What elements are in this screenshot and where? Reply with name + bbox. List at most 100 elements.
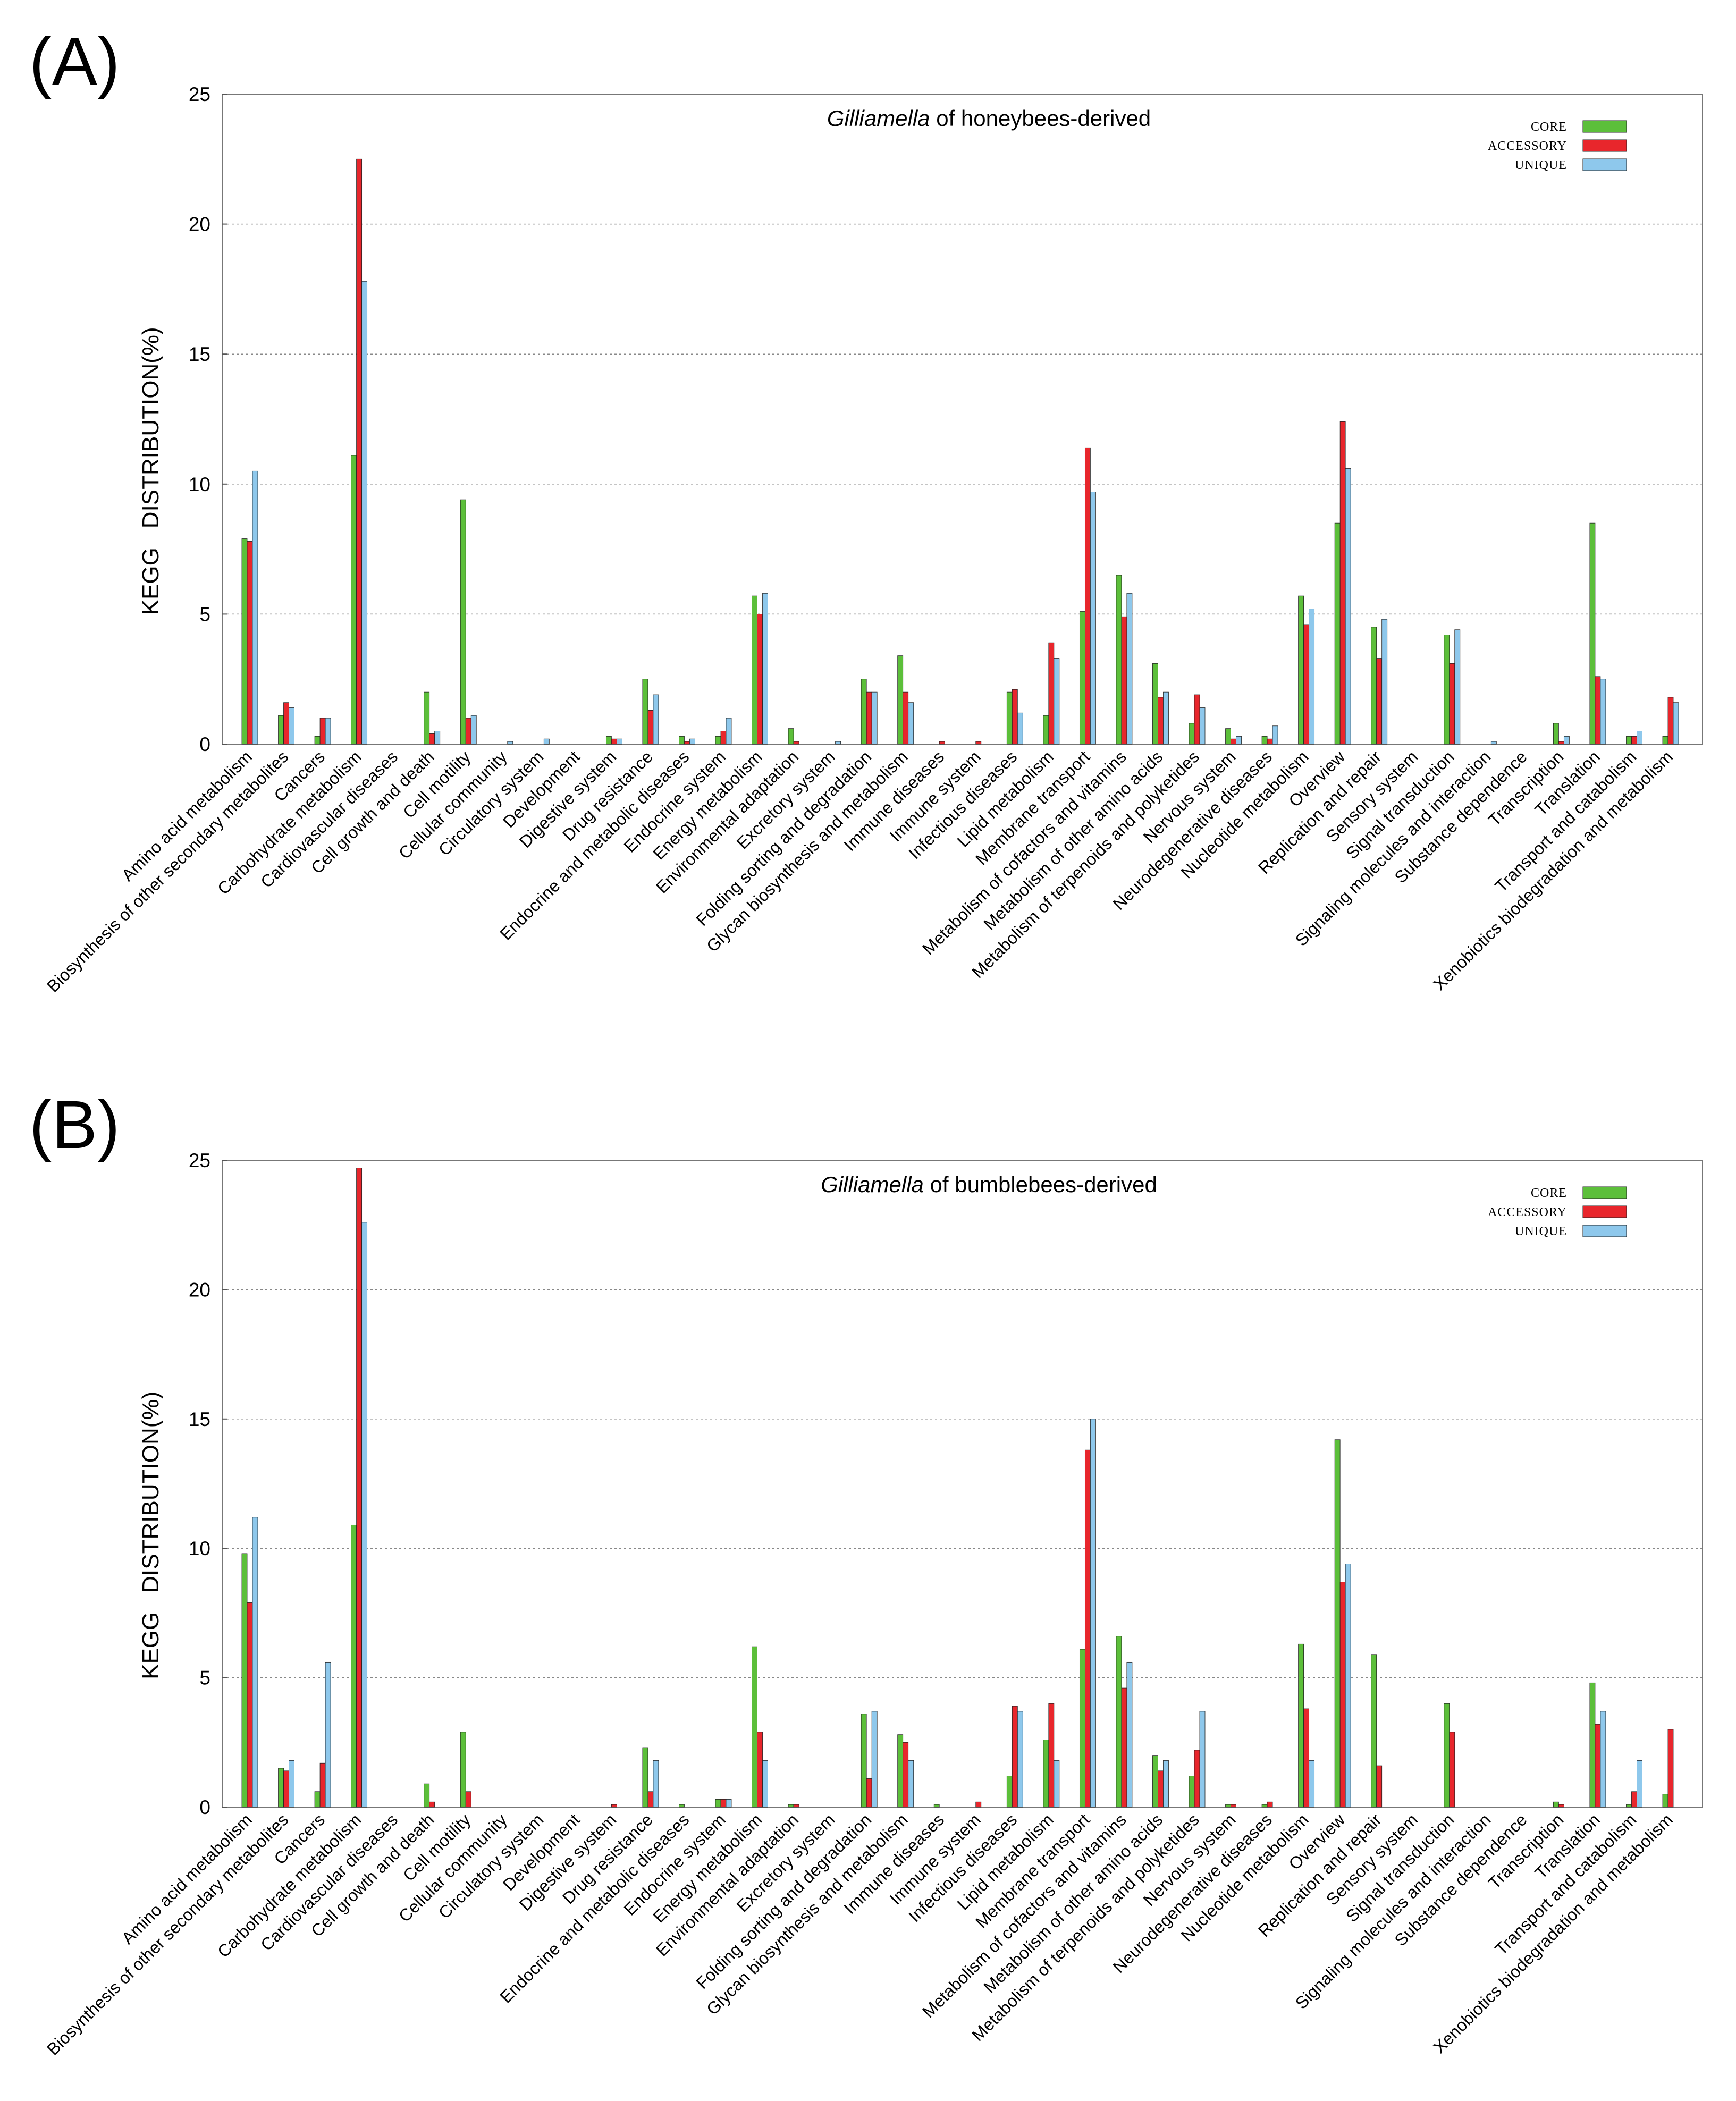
- bar-unique-38: [1637, 731, 1642, 745]
- bar-core-1: [278, 1768, 284, 1808]
- bar-accessory-3: [356, 1168, 363, 1808]
- y-axis-label-part1: KEGG: [138, 547, 164, 615]
- y-tick-label: 0: [199, 1796, 210, 1818]
- bar-unique-16: [835, 741, 841, 745]
- bar-unique-37: [1600, 1711, 1606, 1808]
- bar-core-23: [1079, 1649, 1085, 1808]
- bar-core-33: [1444, 635, 1450, 745]
- bar-core-39: [1662, 1794, 1668, 1808]
- bar-accessory-17: [866, 1778, 872, 1808]
- bar-core-39: [1662, 736, 1668, 745]
- bar-core-26: [1189, 1776, 1195, 1808]
- bar-core-36: [1553, 1801, 1559, 1808]
- y-tick-label: 5: [199, 1667, 210, 1689]
- bar-unique-25: [1163, 1760, 1169, 1808]
- y-tick-label: 25: [189, 83, 210, 105]
- legend-label-unique: UNIQUE: [1515, 1225, 1567, 1238]
- bar-unique-23: [1090, 1419, 1096, 1808]
- bar-accessory-14: [757, 1732, 763, 1808]
- bar-core-24: [1116, 1636, 1122, 1808]
- bar-core-14: [752, 595, 757, 745]
- bar-core-17: [861, 679, 867, 745]
- bar-unique-17: [871, 1711, 878, 1808]
- legend-swatch-accessory: [1582, 139, 1627, 152]
- bar-unique-23: [1090, 492, 1096, 745]
- bar-unique-10: [616, 738, 622, 745]
- bar-core-28: [1261, 1804, 1268, 1808]
- bar-core-38: [1626, 1804, 1632, 1808]
- bar-core-12: [679, 1804, 685, 1808]
- bar-accessory-13: [720, 731, 727, 745]
- bar-unique-2: [325, 1661, 331, 1808]
- chart-title-italic: Gilliamella: [821, 1172, 924, 1197]
- bar-unique-27: [1236, 736, 1242, 745]
- bar-accessory-11: [647, 710, 654, 745]
- bar-core-29: [1298, 595, 1304, 745]
- bar-core-31: [1371, 1654, 1377, 1808]
- bar-unique-22: [1054, 658, 1060, 745]
- chart-title: Gilliamella of honeybees-derived: [827, 106, 1151, 131]
- bar-accessory-23: [1084, 1449, 1091, 1808]
- bar-core-10: [605, 736, 612, 745]
- bar-accessory-0: [247, 1602, 253, 1808]
- bar-accessory-18: [903, 691, 909, 745]
- bar-core-18: [897, 1734, 904, 1808]
- bar-unique-14: [762, 593, 768, 745]
- y-tick-label: 20: [189, 1279, 210, 1301]
- bar-core-5: [424, 691, 430, 745]
- y-tick-label: 15: [189, 1408, 210, 1430]
- bar-accessory-30: [1339, 421, 1346, 745]
- legend-label-accessory: ACCESSORY: [1488, 1205, 1567, 1219]
- bar-accessory-36: [1558, 1804, 1564, 1808]
- bar-core-15: [788, 1804, 794, 1808]
- bar-accessory-33: [1449, 1732, 1455, 1808]
- bar-unique-13: [726, 718, 732, 745]
- y-tick-label: 25: [189, 1150, 210, 1171]
- bar-unique-24: [1126, 593, 1133, 745]
- bar-unique-30: [1345, 468, 1351, 745]
- bar-core-27: [1225, 1804, 1231, 1808]
- bar-accessory-27: [1231, 738, 1236, 745]
- bar-unique-18: [908, 1760, 914, 1808]
- bar-accessory-18: [903, 1742, 909, 1808]
- bar-core-11: [642, 679, 648, 745]
- y-axis-label: KEGG DISTRIBUTION(%): [138, 1391, 164, 1680]
- bar-unique-2: [325, 718, 331, 745]
- bar-accessory-13: [720, 1799, 727, 1808]
- bar-unique-34: [1490, 741, 1497, 745]
- bar-core-11: [642, 1747, 648, 1808]
- bar-core-21: [1006, 1776, 1013, 1808]
- plot-frame: [222, 94, 1703, 745]
- chart-title-rest: of bumblebees-derived: [924, 1172, 1157, 1197]
- bar-unique-25: [1163, 691, 1169, 745]
- bar-accessory-20: [975, 1801, 982, 1808]
- bar-accessory-19: [939, 741, 945, 745]
- bar-core-29: [1298, 1643, 1304, 1808]
- bar-core-38: [1626, 736, 1632, 745]
- bar-core-2: [314, 1791, 321, 1808]
- bar-accessory-24: [1121, 616, 1127, 745]
- bar-accessory-29: [1303, 624, 1310, 745]
- bar-core-17: [861, 1714, 867, 1808]
- bar-accessory-20: [975, 741, 982, 745]
- bar-unique-18: [908, 702, 914, 745]
- bar-accessory-14: [757, 614, 763, 745]
- bar-unique-3: [361, 281, 368, 745]
- bar-accessory-11: [647, 1791, 654, 1808]
- bar-unique-21: [1017, 1711, 1023, 1808]
- y-axis-label-part2: DISTRIBUTION(%): [138, 327, 164, 528]
- bar-core-13: [715, 736, 721, 745]
- bar-accessory-29: [1303, 1708, 1310, 1808]
- bar-accessory-10: [611, 738, 617, 745]
- bar-unique-14: [762, 1760, 768, 1808]
- bar-unique-11: [653, 694, 659, 745]
- bar-accessory-39: [1667, 1729, 1674, 1808]
- bar-core-0: [241, 538, 248, 745]
- bar-accessory-25: [1158, 697, 1164, 745]
- panel-label-b: (B): [29, 1087, 120, 1163]
- legend-label-core: CORE: [1531, 1186, 1567, 1200]
- bar-accessory-21: [1012, 689, 1018, 745]
- bar-unique-0: [252, 470, 258, 745]
- chart-title-rest: of honeybees-derived: [930, 106, 1151, 131]
